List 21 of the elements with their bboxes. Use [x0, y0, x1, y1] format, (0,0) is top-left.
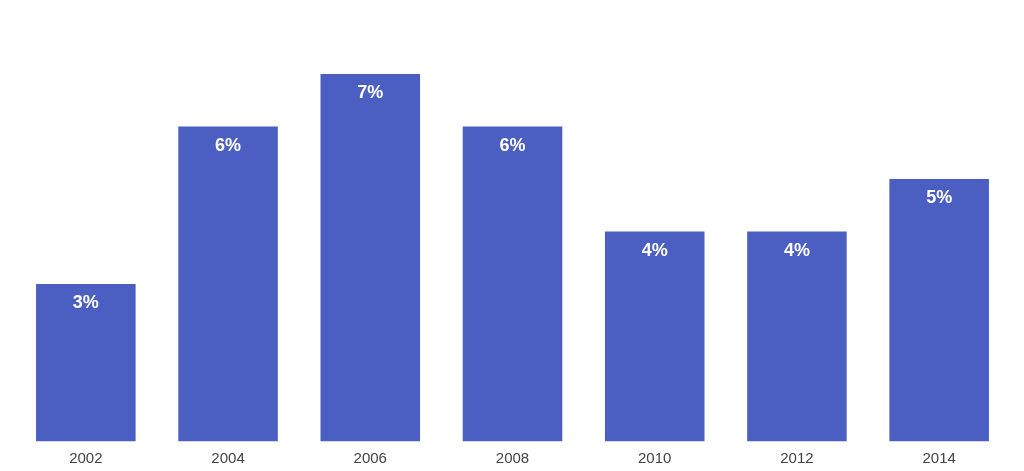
bar: [36, 284, 136, 442]
x-tick-label: 2010: [638, 448, 672, 466]
bar: [604, 231, 705, 442]
bar: [462, 126, 563, 442]
x-tick-label: 2002: [69, 448, 103, 466]
data-label: 4%: [783, 239, 810, 260]
data-label: 4%: [641, 239, 668, 260]
data-label: 6%: [499, 134, 526, 155]
x-tick-label: 2006: [353, 448, 387, 466]
bar: [889, 179, 989, 442]
bar: [320, 74, 421, 442]
x-tick-label: 2014: [922, 448, 956, 466]
data-label: 6%: [215, 134, 242, 155]
bar: [747, 231, 847, 442]
data-label: 5%: [926, 187, 953, 208]
x-tick-label: 2004: [211, 448, 245, 466]
data-label: 3%: [72, 292, 99, 313]
x-tick-label: 2012: [780, 448, 814, 466]
data-label: 7%: [357, 82, 384, 103]
bar: [178, 126, 278, 442]
x-tick-label: 2008: [495, 448, 530, 466]
